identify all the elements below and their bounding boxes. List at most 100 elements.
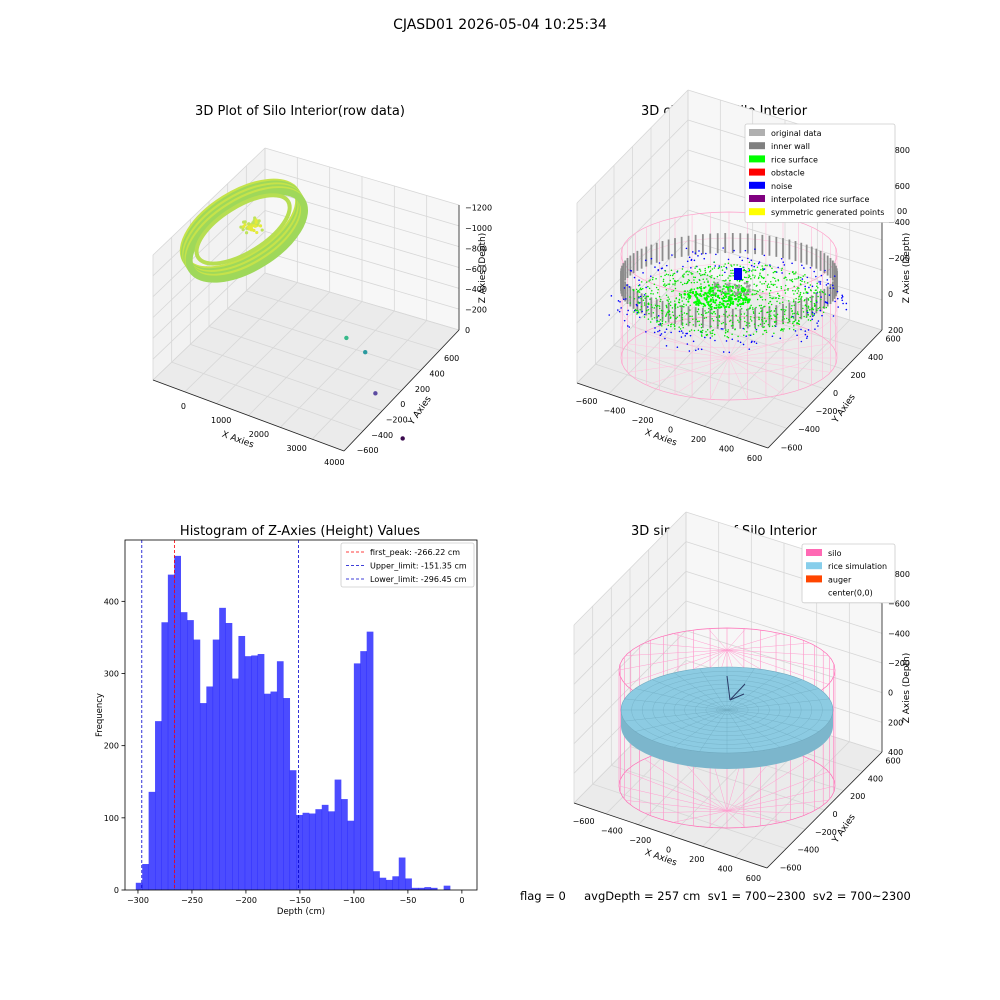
p2-rice-surface-point [795,297,797,300]
p2-rice-surface-point [670,316,672,318]
p2-rice-surface-point [683,306,685,308]
histogram-bar [174,555,181,890]
p2-rice-surface-point [644,292,647,295]
p2-rice-surface-point [763,326,765,328]
p2-rice-surface-point [723,313,725,316]
p2-rice-surface-point [788,300,790,302]
p2-noise-point [664,331,666,333]
p2-rice-surface-point [640,288,643,291]
p1-z-tick-label: −800 [465,244,487,253]
p2-rice-surface-point [691,315,693,317]
p2-rice-surface-point [656,320,659,322]
p2-rice-surface-point [745,324,748,327]
p2-rice-surface-point [642,295,645,298]
p2-rice-surface-point [695,318,697,321]
p2-legend-swatch [749,129,765,136]
p4-z-tick-label: 200 [888,718,903,727]
p2-rice-surface-point [701,335,703,337]
p2-rice-surface-point [758,316,760,318]
p2-rice-surface-point [756,298,759,301]
p2-rice-surface-point [638,291,641,293]
p1-y-tick-label: −400 [371,431,393,440]
p2-rice-surface-point [732,324,734,327]
p2-rice-surface-point [753,323,756,325]
p2-rice-surface-point [730,265,733,267]
p2-rice-surface-point [802,311,805,313]
p2-rice-surface-point [762,290,764,293]
p2-rice-surface-point [688,296,692,299]
p2-noise-point [709,337,712,339]
p2-rice-surface-point [797,313,800,316]
p2-noise-point [690,266,692,269]
p2-noise-point [720,327,723,330]
p2-rice-surface-point [658,307,661,310]
p2-rice-surface-point [757,324,760,327]
p2-rice-surface-point [680,281,682,284]
p2-rice-surface-point [659,300,661,303]
p2-rice-surface-point [800,298,802,300]
p2-rice-surface-point [736,304,740,307]
p2-rice-surface-point [712,300,715,304]
p2-noise-point [727,258,730,261]
p2-rice-surface-point [648,312,650,315]
p2-noise-point [657,268,660,271]
p2-rice-surface-point [760,304,763,307]
p2-rice-surface-point [712,329,715,331]
p2-noise-point [649,275,652,278]
p2-rice-surface-point [657,288,659,291]
histogram-bar [270,691,278,890]
p2-rice-surface-point [791,304,793,307]
p2-rice-surface-point [765,329,767,332]
p2-rice-surface-point [766,311,768,314]
p2-rice-surface-point [777,278,779,281]
p2-rice-surface-point [794,273,796,275]
p4-rice-mesh-line [635,688,728,711]
p2-rice-surface-point [816,291,819,293]
p2-original-point [748,288,751,291]
p2-rice-surface-point [722,279,724,282]
p2-rice-surface-point [736,264,738,266]
p2-noise-point [680,330,683,332]
p2-silo-spoke [728,357,812,386]
p2-rice-surface-point [755,306,757,309]
p2-legend-swatch [749,208,765,216]
p2-rice-surface-point [774,283,776,286]
histogram-bar [199,703,207,890]
p2-noise-point [654,266,656,268]
p2-rice-surface-point [752,312,755,315]
p2-rice-surface-point [671,274,674,277]
p2-rice-surface-point [780,329,782,332]
p2-rice-surface-point [674,300,676,302]
p2-rice-surface-point [707,280,709,282]
p4-silo-floor-line [726,810,782,823]
p2-rice-surface-point [720,293,723,296]
p2-rice-surface-point [772,297,775,299]
p2-rice-surface-point [750,304,752,307]
p2-rice-surface-point [732,272,734,275]
p2-rice-surface-point [759,296,762,299]
p2-noise-point [617,309,619,311]
p2-rice-surface-point [772,284,775,287]
p2-rice-surface-point [697,308,700,310]
p2-rice-surface-point [727,336,730,339]
p4-rice-mesh-line [726,709,803,741]
p2-rice-surface-point [679,305,681,307]
p2-rice-surface-point [820,289,822,291]
p2-noise-point [676,346,679,349]
p2-rice-surface-point [753,317,756,319]
p2-silo-spoke [710,357,730,400]
p2-rice-surface-point [773,321,776,323]
p2-rice-surface-point [701,274,704,276]
p2-rice-surface-point [817,286,819,289]
p2-rice-surface-point [744,301,747,304]
p2-rice-surface-point [681,300,683,302]
p4-silo-roof-line [726,649,836,671]
p2-rice-surface-point [816,309,818,312]
p2-rice-surface-point [659,318,662,321]
p2-rice-surface-point [776,313,779,316]
p2-rice-surface-point [753,262,756,265]
p2-y-tick-label: −400 [798,425,820,434]
p2-rice-surface-point [780,328,783,330]
p2-noise-point [693,259,696,262]
p2-rice-surface-point [783,310,786,313]
